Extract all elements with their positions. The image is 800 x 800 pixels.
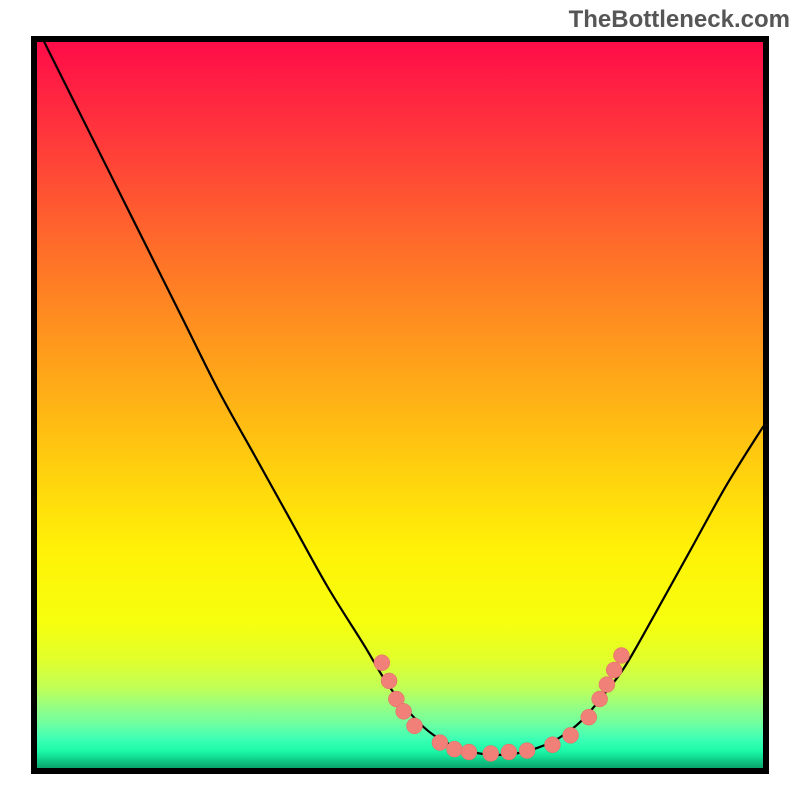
curve-marker: [374, 655, 390, 671]
curve-marker: [519, 743, 535, 759]
gradient-band: [37, 659, 763, 689]
curve-marker: [432, 735, 448, 751]
curve-marker: [613, 647, 629, 663]
chart-svg: [37, 42, 763, 768]
gradient-band: [37, 42, 763, 144]
curve-marker: [544, 737, 560, 753]
curve-marker: [381, 673, 397, 689]
gradient-band: [37, 245, 763, 347]
gradient-band: [37, 739, 763, 751]
curve-marker: [396, 703, 412, 719]
watermark-label: TheBottleneck.com: [569, 6, 790, 34]
curve-marker: [581, 709, 597, 725]
curve-marker: [563, 727, 579, 743]
curve-marker: [407, 718, 423, 734]
gradient-band: [37, 550, 763, 623]
gradient-band: [37, 623, 763, 660]
curve-marker: [599, 677, 615, 693]
curve-marker: [501, 744, 517, 760]
gradient-band: [37, 449, 763, 551]
curve-marker: [592, 691, 608, 707]
curve-marker: [446, 741, 462, 757]
gradient-band: [37, 347, 763, 449]
gradient-band: [37, 751, 763, 759]
gradient-band: [37, 724, 763, 739]
curve-marker: [461, 744, 477, 760]
chart-plot-area: [37, 42, 763, 768]
curve-marker: [606, 662, 622, 678]
gradient-band: [37, 144, 763, 246]
gradient-band: [37, 758, 763, 768]
curve-marker: [483, 745, 499, 761]
